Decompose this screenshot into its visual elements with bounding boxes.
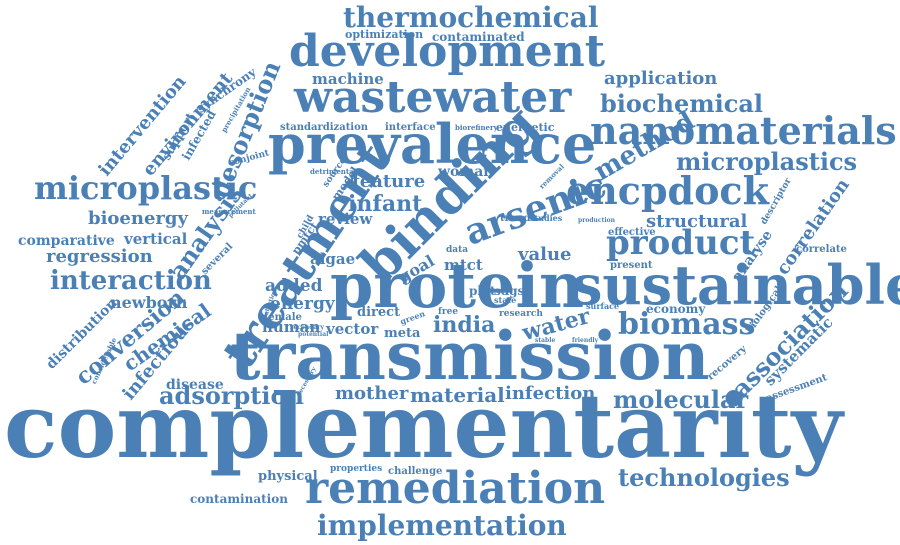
word-microplastics: microplastics [676, 147, 858, 176]
word-free: free [438, 307, 459, 317]
word-state: state [494, 295, 517, 305]
word-infant: infant [348, 191, 423, 217]
word-studies: studies [530, 213, 563, 223]
word-potential: potential [298, 331, 329, 338]
word-wastewater: wastewater [294, 72, 572, 123]
word-disease: disease [166, 377, 224, 393]
word-infection: infection [505, 383, 596, 404]
word-review: review [318, 210, 373, 228]
word-research: research [499, 309, 543, 319]
word-sustainable: sustainable [572, 253, 900, 317]
word-vector: vector [326, 320, 379, 338]
word-comparative: comparative [18, 233, 115, 249]
word-thermochemical: thermochemical [343, 1, 599, 34]
word-adsorption: adsorption [159, 381, 304, 410]
word-remediation: remediation [305, 463, 606, 514]
word-meta: meta [384, 326, 421, 341]
word-algae: algae [310, 250, 356, 268]
word-effective: effective [608, 227, 656, 238]
word-friendly: friendly [572, 337, 599, 344]
word-plot: plot [469, 284, 496, 298]
word-regression: regression [46, 246, 153, 267]
word-contamination: contamination [190, 492, 288, 506]
word-physical: physical [258, 469, 318, 484]
word-molecular: molecular [613, 385, 749, 414]
word-transmission: transmission [230, 317, 710, 395]
word-development: development [289, 26, 606, 77]
word-biomass: biomass [618, 307, 756, 342]
word-structural: structural [646, 211, 748, 232]
word-optimization: optimization [345, 28, 424, 41]
word-human: human [262, 318, 321, 336]
word-encpdock: encpdock [566, 168, 769, 213]
word-present: present [610, 260, 653, 271]
word-stable: stable [535, 337, 556, 344]
word-implementation: implementation [317, 509, 567, 542]
word-machine: machine [312, 70, 384, 88]
word-challenge: challenge [388, 466, 443, 477]
word-female: female [264, 312, 302, 323]
word-energy: energy [270, 294, 335, 314]
word-properties: properties [330, 464, 383, 474]
word-mtct: mtct [444, 256, 483, 274]
word-surface: surface [586, 301, 620, 311]
word-sdgs: sdgs [494, 284, 525, 298]
word-energetic: energetic [496, 121, 555, 134]
word-nanomaterials: nanomaterials [590, 108, 897, 153]
word-production: production [578, 217, 615, 224]
word-microplastic: microplastic [34, 169, 258, 207]
word-interaction: interaction [50, 266, 212, 296]
word-economy: economy [646, 302, 706, 316]
word-protein: protein [330, 249, 585, 322]
word-biorefinery: biorefinery [455, 123, 498, 132]
word-added: added [265, 276, 323, 296]
word-newborn: newborn [110, 293, 188, 312]
word-woman: woman [438, 164, 494, 180]
word-complementarity: complementarity [4, 374, 843, 478]
word-bioenergy: bioenergy [88, 208, 188, 229]
word-secondary: secondary [290, 324, 324, 331]
word-data: data [446, 245, 469, 255]
word-standardization: standardization [280, 122, 369, 133]
word-direct: direct [357, 305, 401, 320]
word-correlate: correlate [796, 244, 847, 255]
word-prevalence: prevalence [268, 112, 597, 176]
word-trend: trend [500, 213, 531, 224]
word-value: value [518, 244, 572, 265]
word-vertical: vertical [124, 230, 188, 248]
word-material: material [410, 383, 505, 407]
word-product: product [606, 223, 756, 263]
word-biochemical: biochemical [600, 89, 764, 118]
word-interface: interface [385, 122, 436, 133]
word-contaminated: contaminated [432, 30, 525, 44]
word-detrimental: detrimental [310, 167, 357, 176]
word-mother: mother [335, 383, 409, 404]
word-feature: feature [352, 171, 426, 192]
word-measurement: measurement [202, 207, 256, 216]
word-india: india [433, 312, 496, 338]
word-application: application [604, 68, 718, 89]
word-technologies: technologies [618, 463, 790, 492]
